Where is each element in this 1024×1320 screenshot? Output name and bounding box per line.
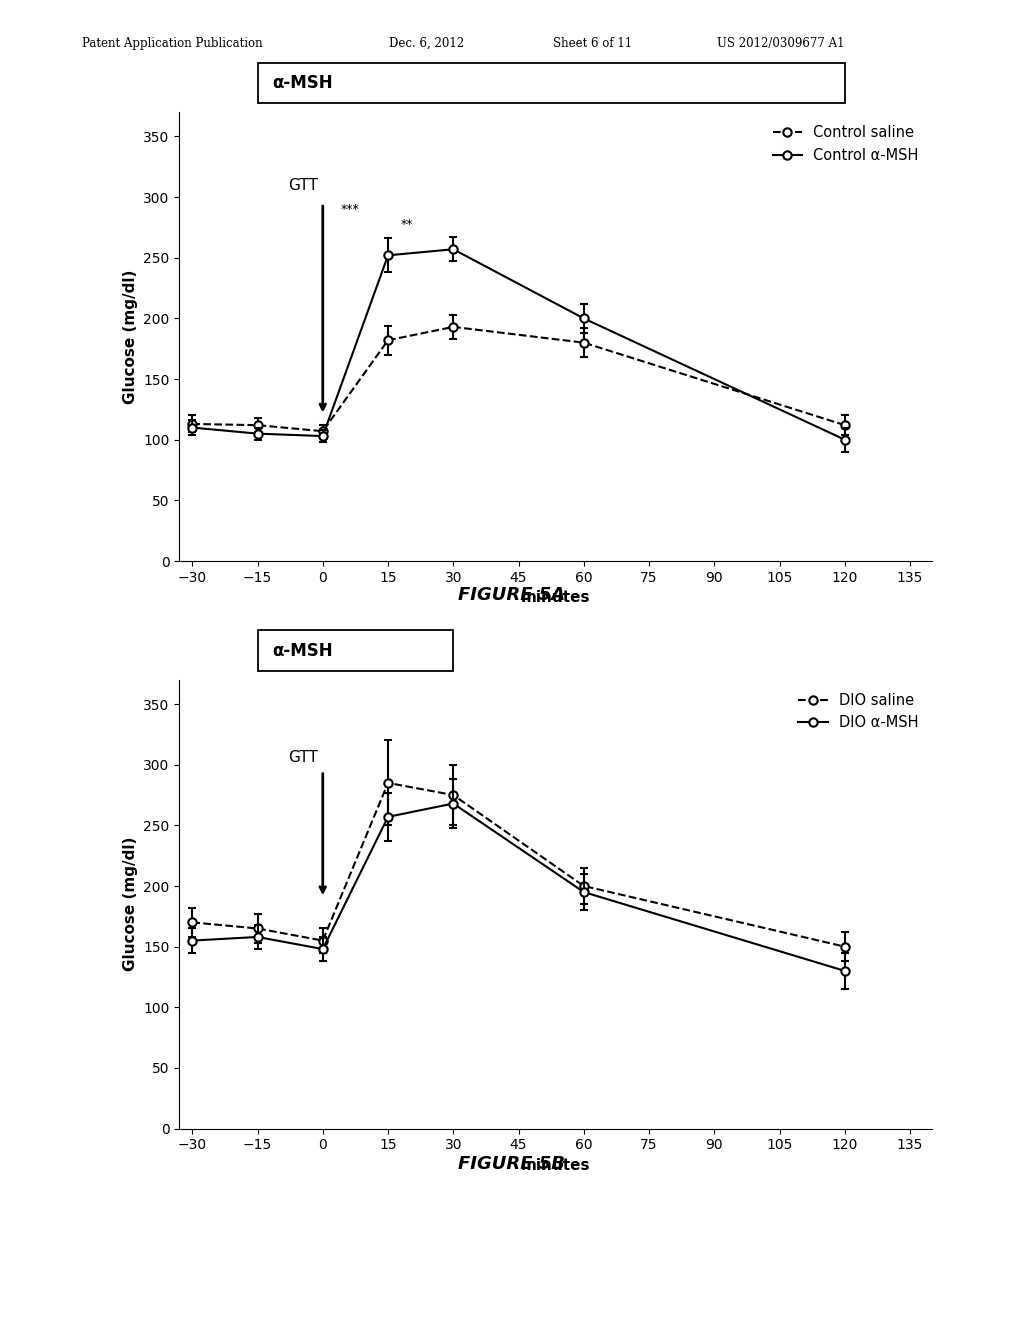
- Text: α-MSH: α-MSH: [272, 642, 333, 660]
- Text: **: **: [401, 218, 414, 231]
- FancyBboxPatch shape: [257, 63, 845, 103]
- FancyBboxPatch shape: [257, 631, 454, 671]
- Text: Patent Application Publication: Patent Application Publication: [82, 37, 262, 50]
- X-axis label: minutes: minutes: [521, 1158, 590, 1173]
- Legend: Control saline, Control α-MSH: Control saline, Control α-MSH: [767, 120, 925, 169]
- Text: ***: ***: [340, 203, 359, 216]
- Text: FIGURE 5A: FIGURE 5A: [459, 586, 565, 605]
- Text: GTT: GTT: [288, 178, 317, 194]
- Text: α-MSH: α-MSH: [272, 74, 333, 92]
- Legend: DIO saline, DIO α-MSH: DIO saline, DIO α-MSH: [793, 688, 925, 737]
- Text: US 2012/0309677 A1: US 2012/0309677 A1: [717, 37, 845, 50]
- X-axis label: minutes: minutes: [521, 590, 590, 606]
- Text: GTT: GTT: [288, 750, 317, 764]
- Y-axis label: Glucose (mg/dl): Glucose (mg/dl): [123, 269, 137, 404]
- Text: Dec. 6, 2012: Dec. 6, 2012: [389, 37, 464, 50]
- Text: FIGURE 5B: FIGURE 5B: [459, 1155, 565, 1173]
- Y-axis label: Glucose (mg/dl): Glucose (mg/dl): [123, 837, 137, 972]
- Text: Sheet 6 of 11: Sheet 6 of 11: [553, 37, 632, 50]
